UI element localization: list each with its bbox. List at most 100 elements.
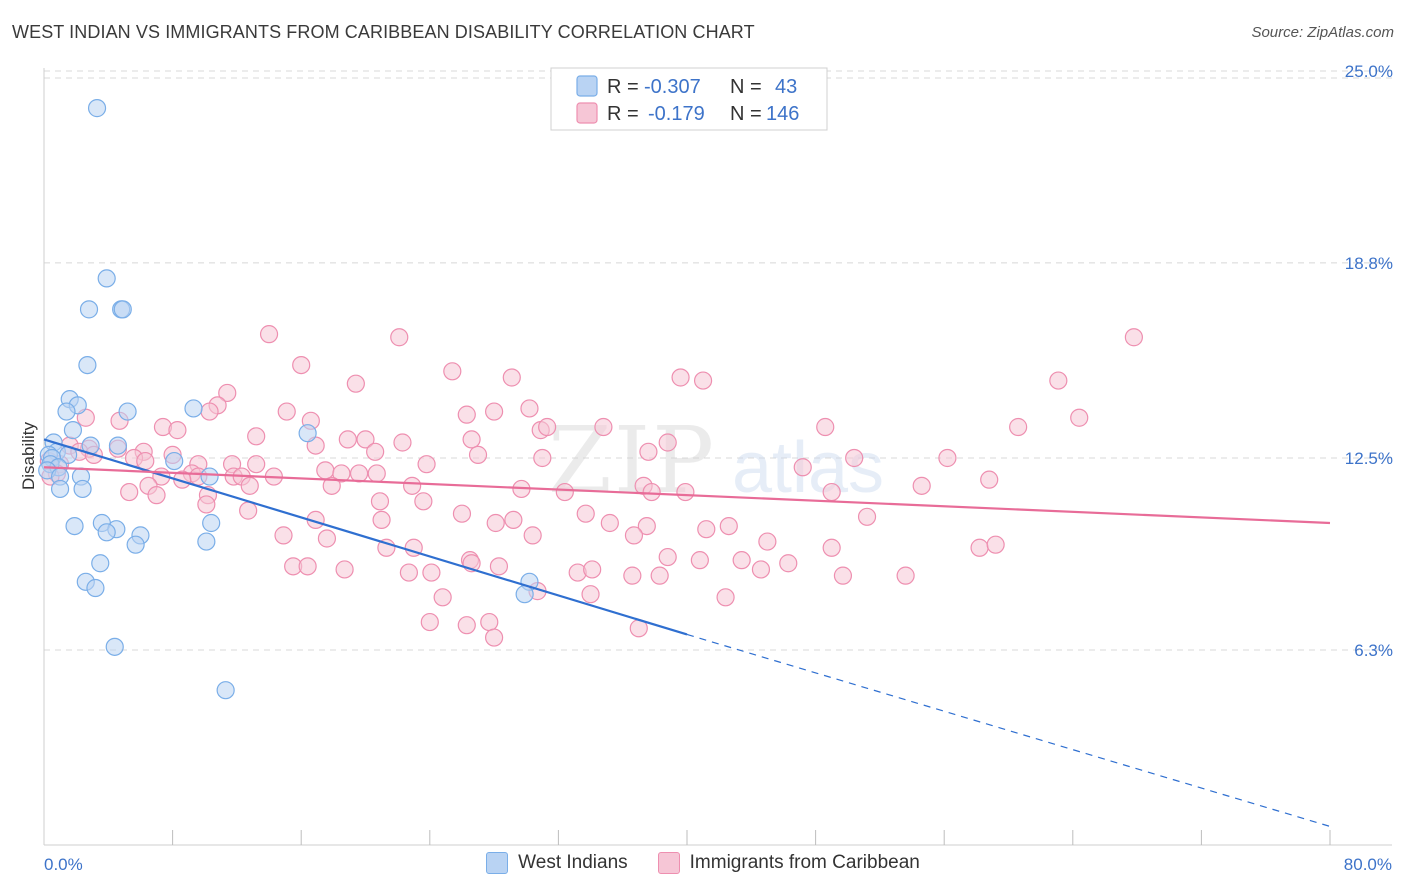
caribbean-point[interactable] [624,526,644,545]
caribbean-point[interactable] [822,538,841,557]
west-indians-point[interactable] [57,402,76,421]
caribbean-point[interactable] [533,448,552,468]
caribbean-point[interactable] [420,612,439,632]
caribbean-point[interactable] [623,566,642,585]
west-indians-point[interactable] [50,479,70,499]
west-indians-point[interactable] [515,585,534,604]
caribbean-point[interactable] [259,325,279,344]
caribbean-point[interactable] [356,430,375,449]
caribbean-point[interactable] [200,402,219,421]
caribbean-point[interactable] [600,513,619,533]
caribbean-point[interactable] [676,482,695,502]
caribbean-point[interactable] [693,371,713,390]
caribbean-point[interactable] [338,430,357,449]
west-indians-point[interactable] [165,451,184,471]
west-indians-point[interactable] [65,516,84,536]
caribbean-point[interactable] [240,476,259,495]
caribbean-point[interactable] [779,554,798,573]
caribbean-point[interactable] [322,476,341,495]
caribbean-point[interactable] [366,442,385,461]
caribbean-point[interactable] [1009,417,1028,437]
west-indians-point[interactable] [105,637,124,656]
caribbean-point[interactable] [520,399,539,418]
caribbean-point[interactable] [480,612,499,632]
caribbean-point[interactable] [370,492,390,511]
caribbean-point[interactable] [316,461,335,480]
caribbean-point[interactable] [822,482,841,502]
caribbean-point[interactable] [489,557,509,576]
caribbean-point[interactable] [581,585,600,604]
caribbean-point[interactable] [468,445,488,464]
caribbean-point[interactable] [485,628,504,647]
caribbean-point[interactable] [658,433,677,452]
caribbean-point[interactable] [716,588,735,607]
caribbean-point[interactable] [697,520,716,539]
caribbean-point[interactable] [317,529,337,548]
caribbean-point[interactable] [504,510,523,530]
west-indians-point[interactable] [73,479,92,499]
caribbean-point[interactable] [346,374,365,393]
caribbean-point[interactable] [457,405,476,424]
caribbean-point[interactable] [1070,408,1089,427]
caribbean-point[interactable] [277,402,296,421]
caribbean-point[interactable] [732,551,751,570]
caribbean-point[interactable] [555,482,574,502]
caribbean-point[interactable] [239,501,258,520]
caribbean-point[interactable] [414,492,433,511]
west-indians-point[interactable] [78,355,97,375]
caribbean-point[interactable] [845,448,864,468]
caribbean-point[interactable] [403,476,422,495]
caribbean-point[interactable] [349,464,369,483]
west-indians-point[interactable] [298,424,317,443]
west-indians-point[interactable] [97,523,116,542]
west-indians-point[interactable] [79,300,99,319]
caribbean-point[interactable] [833,566,853,585]
caribbean-point[interactable] [247,455,266,474]
caribbean-point[interactable] [433,588,452,607]
west-indians-point[interactable] [184,399,203,418]
caribbean-point[interactable] [690,551,709,570]
caribbean-point[interactable] [793,458,812,477]
caribbean-point[interactable] [639,442,658,461]
caribbean-point[interactable] [120,482,139,502]
caribbean-point[interactable] [485,402,504,421]
west-indians-point[interactable] [113,300,132,319]
caribbean-point[interactable] [523,526,542,545]
caribbean-point[interactable] [332,464,351,483]
caribbean-point[interactable] [443,362,462,381]
caribbean-point[interactable] [372,510,391,530]
caribbean-point[interactable] [417,455,436,474]
west-indians-point[interactable] [97,269,116,288]
caribbean-point[interactable] [1049,371,1068,390]
caribbean-point[interactable] [576,504,595,523]
caribbean-point[interactable] [452,504,472,523]
caribbean-point[interactable] [896,566,915,585]
caribbean-point[interactable] [390,328,409,347]
caribbean-point[interactable] [583,560,602,579]
west-indians-point[interactable] [216,681,235,700]
west-indians-point[interactable] [126,535,145,554]
west-indians-point[interactable] [202,513,221,533]
caribbean-point[interactable] [168,421,187,440]
caribbean-point[interactable] [986,535,1005,554]
caribbean-point[interactable] [335,560,354,579]
caribbean-point[interactable] [594,417,613,437]
caribbean-point[interactable] [422,563,441,582]
west-indians-point[interactable] [197,532,216,551]
caribbean-point[interactable] [247,427,266,446]
caribbean-point[interactable] [980,470,999,489]
west-indians-point[interactable] [108,436,128,455]
caribbean-point[interactable] [218,383,237,403]
caribbean-point[interactable] [650,566,669,585]
caribbean-point[interactable] [1124,328,1143,347]
caribbean-point[interactable] [136,451,155,471]
caribbean-point[interactable] [671,368,690,387]
caribbean-point[interactable] [399,563,419,582]
caribbean-point[interactable] [758,532,777,551]
caribbean-point[interactable] [938,448,957,468]
caribbean-point[interactable] [298,557,317,576]
west-indians-point[interactable] [118,402,137,421]
caribbean-point[interactable] [658,547,677,567]
caribbean-point[interactable] [367,464,386,483]
bottom-legend-item-west-indians[interactable]: West Indians [486,852,628,874]
